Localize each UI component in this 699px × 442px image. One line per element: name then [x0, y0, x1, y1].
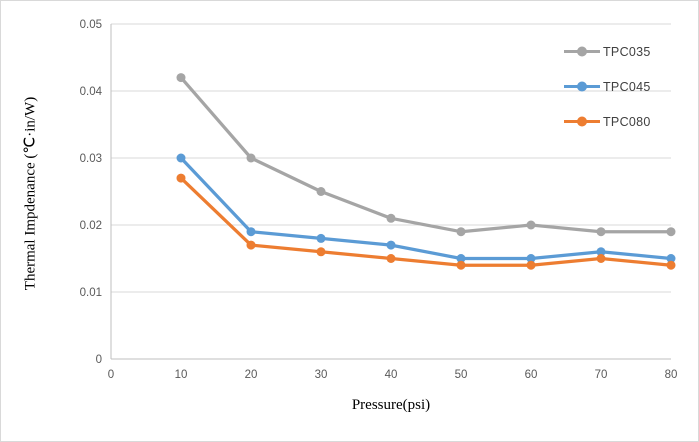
data-point-marker-TPC045	[386, 240, 396, 250]
legend-label: TPC080	[603, 114, 651, 129]
y-tick-label: 0.04	[80, 86, 103, 98]
x-tick-label: 30	[315, 369, 328, 381]
y-tick-label: 0.02	[80, 220, 102, 232]
legend-marker-icon	[564, 81, 600, 92]
y-tick-label: 0.03	[80, 153, 102, 165]
data-point-marker-TPC080	[666, 260, 676, 270]
data-point-marker-TPC045	[666, 254, 676, 263]
data-point-marker-TPC045	[456, 254, 466, 263]
series-line-TPC080	[179, 176, 673, 267]
y-tick-label: 0	[96, 354, 102, 366]
x-tick-label: 60	[525, 369, 538, 381]
data-point-marker-TPC035	[456, 227, 466, 237]
x-tick-label: 0	[108, 369, 114, 381]
data-point-marker-TPC035	[526, 220, 536, 230]
legend-label: TPC035	[603, 44, 651, 59]
x-tick-label: 70	[595, 369, 608, 381]
legend: TPC035 TPC045 TPC080	[564, 34, 651, 139]
legend-item-TPC080: TPC080	[564, 104, 651, 139]
x-tick-label: 10	[175, 369, 188, 381]
data-point-marker-TPC035	[246, 153, 256, 163]
data-point-marker-TPC045	[596, 247, 606, 257]
x-tick-label: 40	[385, 369, 398, 381]
legend-label: TPC045	[603, 79, 651, 94]
data-point-marker-TPC080	[316, 247, 326, 257]
data-point-marker-TPC080	[596, 254, 606, 263]
data-point-marker-TPC045	[246, 227, 256, 237]
data-point-marker-TPC080	[456, 260, 466, 270]
data-point-marker-TPC080	[526, 260, 536, 270]
data-point-marker-TPC080	[386, 254, 396, 263]
x-tick-label: 80	[665, 369, 678, 381]
y-tick-label: 0.05	[80, 19, 102, 31]
data-point-marker-TPC035	[386, 213, 396, 223]
y-tick-label: 0.01	[80, 287, 102, 299]
y-axis-title: Thermal Impdenance (℃·in/W)	[22, 96, 39, 291]
x-tick-label: 20	[245, 369, 258, 381]
data-point-marker-TPC045	[176, 153, 186, 163]
x-axis-title: Pressure(psi)	[351, 397, 431, 413]
data-point-marker-TPC080	[176, 173, 186, 183]
data-point-marker-TPC035	[316, 187, 326, 196]
legend-item-TPC035: TPC035	[564, 34, 651, 69]
legend-marker-icon	[564, 116, 600, 127]
data-point-marker-TPC045	[316, 233, 326, 243]
data-point-marker-TPC080	[246, 240, 256, 250]
x-tick-label: 50	[455, 369, 468, 381]
legend-item-TPC045: TPC045	[564, 69, 651, 104]
data-point-marker-TPC035	[666, 227, 676, 237]
data-point-marker-TPC045	[526, 254, 536, 263]
series-line-TPC035	[179, 75, 673, 234]
legend-marker-icon	[564, 46, 600, 57]
series-line-TPC045	[179, 156, 673, 261]
data-point-marker-TPC035	[596, 227, 606, 237]
data-point-marker-TPC035	[176, 73, 186, 83]
